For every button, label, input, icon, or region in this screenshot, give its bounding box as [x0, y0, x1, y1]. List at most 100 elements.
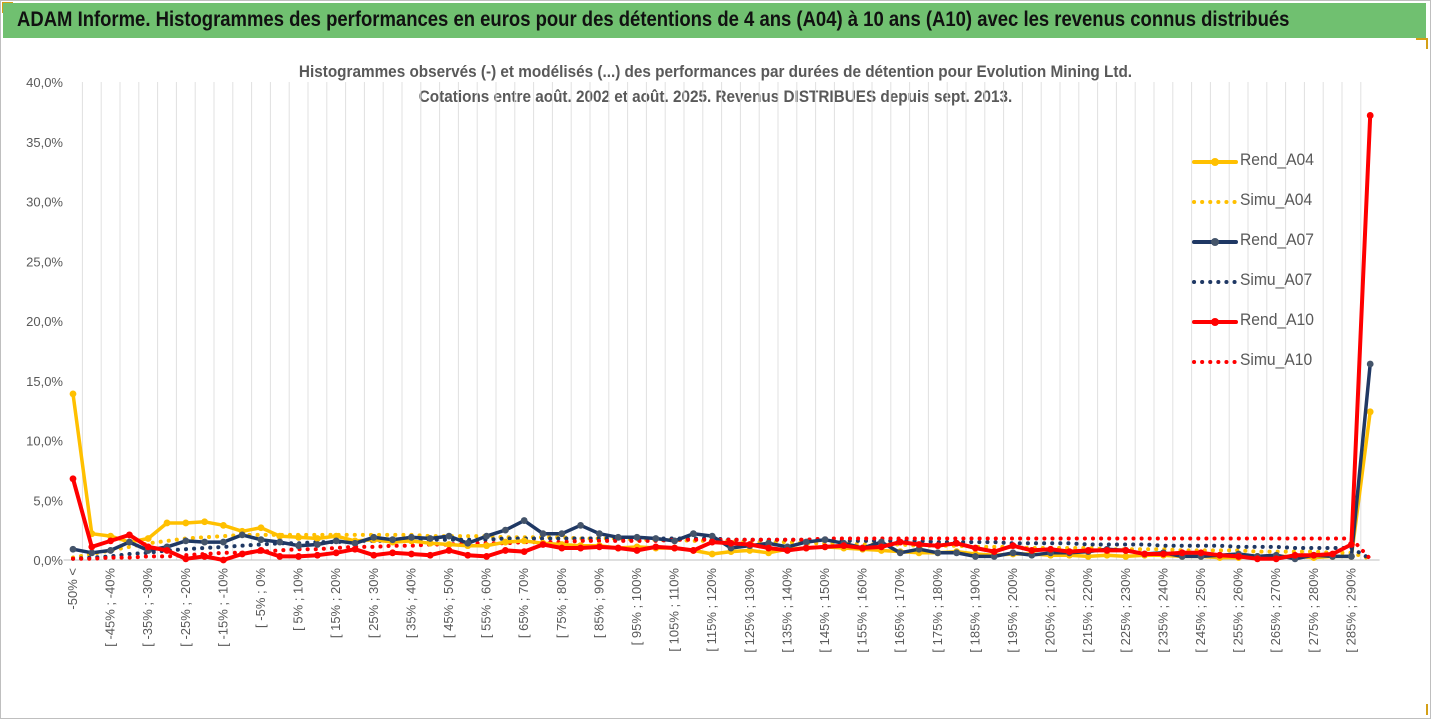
data-point-rend_a10: [1254, 555, 1261, 563]
legend-swatch: [1192, 158, 1238, 166]
data-point-rend_a04: [314, 535, 321, 542]
data-point-rend_a07: [671, 537, 678, 545]
report-banner-title: ADAM Informe. Histogrammes des performan…: [17, 8, 1290, 31]
x-tick-label: [ 65% ; 70%: [516, 568, 531, 639]
series-line-simu_a04: [71, 532, 1373, 561]
data-point-rend_a10: [690, 547, 697, 554]
data-point-rend_a07: [539, 530, 547, 538]
x-tick-label: [ 135% ; 140%: [779, 568, 794, 653]
data-point-rend_a10: [1141, 550, 1148, 558]
data-point-rend_a10: [370, 551, 378, 559]
y-tick-label: 30,0%: [26, 195, 63, 210]
data-point-rend_a10: [633, 547, 641, 554]
data-point-rend_a04: [295, 533, 302, 541]
x-tick-label: [ 195% ; 200%: [1005, 568, 1020, 653]
data-point-rend_a10: [821, 543, 829, 551]
x-tick-label: [ 245% ; 250%: [1193, 568, 1208, 653]
data-point-rend_a10: [915, 541, 923, 548]
x-tick-label: [ 285% ; 290%: [1343, 568, 1358, 653]
data-point-rend_a07: [445, 532, 453, 540]
x-tick-label: [ 5% ; 10%: [291, 568, 306, 631]
x-tick-label: [ 215% ; 220%: [1080, 568, 1095, 653]
data-point-rend_a10: [144, 543, 152, 551]
corner-mark-icon: [1426, 704, 1428, 715]
legend-item-rend_a10: Rend_A10: [1176, 300, 1336, 340]
report-banner: ADAM Informe. Histogrammes des performan…: [3, 3, 1426, 38]
data-point-rend_a10: [125, 531, 133, 539]
data-point-rend_a10: [539, 541, 547, 548]
data-point-rend_a10: [314, 551, 321, 559]
data-point-rend_a10: [1310, 551, 1318, 559]
data-point-rend_a10: [558, 544, 566, 552]
x-tick-label: [ 205% ; 210%: [1043, 568, 1058, 653]
legend-label: Simu_A10: [1240, 350, 1313, 369]
legend-swatch: [1192, 280, 1238, 284]
data-point-rend_a07: [389, 536, 396, 544]
data-point-rend_a04: [502, 538, 509, 546]
legend-item-rend_a04: Rend_A04: [1176, 140, 1336, 180]
data-point-rend_a07: [1348, 553, 1355, 560]
y-tick-label: 10,0%: [26, 434, 63, 449]
data-point-rend_a07: [125, 538, 133, 546]
data-point-rend_a07: [332, 537, 340, 545]
data-point-rend_a07: [896, 549, 904, 557]
data-point-rend_a10: [408, 550, 415, 558]
data-point-rend_a04: [483, 542, 490, 550]
data-point-rend_a10: [389, 549, 396, 557]
data-point-rend_a07: [408, 533, 415, 541]
data-point-rend_a10: [238, 550, 246, 558]
x-tick-label: [ -25% ; -20%: [178, 568, 193, 647]
data-point-rend_a10: [257, 547, 265, 554]
data-point-rend_a10: [934, 542, 942, 550]
x-tick-label: [ 255% ; 260%: [1231, 568, 1246, 653]
legend-label: Rend_A04: [1240, 150, 1314, 169]
data-point-rend_a10: [182, 555, 190, 563]
data-point-rend_a10: [953, 539, 960, 547]
data-point-rend_a10: [652, 543, 660, 551]
data-point-rend_a10: [614, 544, 622, 552]
y-tick-label: 0,0%: [33, 553, 63, 568]
data-point-rend_a04: [746, 547, 754, 554]
data-point-rend_a04: [220, 521, 227, 529]
data-point-rend_a04: [182, 519, 190, 527]
data-point-rend_a10: [1272, 555, 1280, 563]
data-point-rend_a07: [1366, 360, 1374, 368]
x-tick-label: [ 155% ; 160%: [855, 568, 870, 653]
data-point-rend_a04: [426, 539, 434, 547]
data-point-rend_a10: [351, 545, 359, 553]
data-point-rend_a07: [577, 521, 584, 529]
x-tick-label: [ -45% ; -40%: [103, 568, 118, 647]
data-point-rend_a07: [802, 538, 810, 546]
x-tick-label: [ 105% ; 110%: [667, 568, 682, 652]
data-point-rend_a07: [990, 553, 998, 560]
data-point-rend_a10: [802, 544, 810, 552]
data-point-rend_a10: [1084, 547, 1092, 554]
data-point-rend_a04: [69, 390, 77, 398]
x-tick-label: [ -5% ; 0%: [253, 568, 268, 628]
data-point-rend_a07: [314, 541, 321, 548]
x-tick-label: [ 265% ; 270%: [1268, 568, 1283, 653]
series-line-simu_a10: [71, 536, 1373, 561]
legend-swatch: [1192, 360, 1238, 364]
data-point-rend_a07: [614, 533, 622, 541]
x-tick-label: [ 185% ; 190%: [967, 568, 982, 653]
data-point-rend_a07: [276, 538, 284, 546]
chart-subtitle-line: Cotations entre août. 2002 et août. 2025…: [418, 87, 1013, 106]
legend-item-simu_a04: Simu_A04: [1176, 180, 1336, 220]
data-point-rend_a10: [972, 544, 979, 552]
data-point-rend_a07: [821, 536, 829, 544]
data-point-rend_a04: [107, 532, 114, 540]
data-point-rend_a10: [1103, 547, 1111, 554]
data-point-rend_a04: [332, 532, 340, 540]
data-point-rend_a07: [220, 538, 227, 546]
data-point-rend_a07: [915, 545, 923, 553]
data-point-rend_a10: [1178, 549, 1186, 557]
series-line-rend_a10: [71, 113, 1373, 562]
data-point-rend_a10: [201, 553, 209, 560]
data-point-rend_a07: [558, 530, 566, 538]
x-tick-label: [ 25% ; 30%: [366, 568, 381, 639]
data-point-rend_a07: [953, 549, 960, 557]
x-tick-label: [ 165% ; 170%: [892, 568, 907, 653]
data-point-rend_a07: [295, 542, 302, 550]
